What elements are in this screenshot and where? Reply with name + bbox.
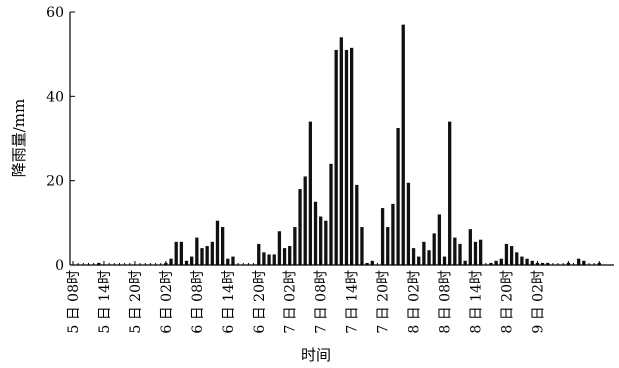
bar — [179, 241, 184, 265]
bar — [355, 184, 359, 265]
bar — [427, 250, 431, 265]
bar — [530, 260, 534, 265]
bar — [494, 260, 498, 265]
bar — [344, 49, 349, 266]
bar — [458, 243, 462, 265]
bar — [220, 227, 225, 265]
x-tick-label: 7 日 14时 — [345, 270, 361, 334]
bar — [313, 201, 318, 265]
bar — [329, 163, 333, 265]
bar — [210, 241, 214, 265]
bar — [282, 248, 287, 265]
bar — [319, 216, 323, 265]
bar — [380, 208, 385, 265]
bar — [386, 227, 390, 265]
x-tick-label: 6 日 02时 — [159, 270, 175, 334]
bar — [478, 239, 483, 265]
bar — [437, 214, 442, 265]
bar — [231, 256, 235, 265]
bar — [442, 256, 447, 265]
bar — [195, 237, 199, 265]
x-tick-label: 5 日 08时 — [66, 270, 82, 334]
bar — [577, 258, 581, 265]
bar — [267, 254, 271, 265]
y-axis-title: 降雨量/mm — [10, 99, 28, 178]
bar — [215, 220, 220, 265]
bar — [370, 260, 374, 265]
bar — [411, 248, 416, 265]
x-axis-title: 时间 — [301, 346, 331, 364]
x-tick-label: 5 日 14时 — [97, 270, 113, 334]
bar — [303, 176, 307, 265]
x-tick-label: 7 日 08时 — [314, 270, 330, 334]
bar — [504, 243, 509, 265]
bar — [169, 258, 173, 265]
bars-group — [97, 24, 601, 266]
bar — [262, 252, 266, 265]
bar — [293, 227, 297, 265]
x-axis-ticks: 5 日 08时 5 日 14时 5 日 20时 6 日 02时 6 日 08时 6 日 1… — [66, 261, 600, 334]
bar — [174, 241, 178, 265]
x-tick-label: 6 日 14时 — [221, 270, 237, 334]
bar — [401, 24, 405, 266]
bar — [200, 248, 204, 265]
bar — [432, 233, 436, 266]
bar — [396, 127, 400, 266]
bar — [499, 258, 503, 265]
bar — [277, 231, 282, 265]
x-tick-label: 8 日 02时 — [407, 270, 423, 334]
x-tick-label: 5 日 20时 — [128, 270, 144, 334]
bar — [473, 241, 478, 265]
bar — [324, 220, 328, 265]
bar — [391, 203, 395, 265]
y-tick-label: 40 — [46, 89, 64, 105]
bar — [422, 241, 426, 265]
x-tick-label: 8 日 14时 — [468, 270, 484, 334]
bar — [205, 246, 209, 265]
bar — [360, 227, 364, 265]
bar — [448, 121, 452, 265]
bar — [272, 254, 276, 265]
bar — [468, 229, 472, 265]
x-tick-label: 7 日 02时 — [283, 270, 299, 334]
bar — [298, 189, 302, 265]
x-tick-label: 9 日 02时 — [530, 270, 546, 334]
x-tick-label: 7 日 20时 — [376, 270, 392, 334]
y-axis-ticks: 0 20 40 60 — [46, 5, 75, 274]
bar — [520, 256, 524, 265]
bar — [288, 246, 292, 265]
bar — [257, 243, 261, 265]
y-tick-label: 0 — [55, 258, 64, 274]
x-tick-label: 6 日 20时 — [252, 270, 268, 334]
bar — [525, 258, 529, 265]
bar — [417, 256, 421, 265]
y-tick-label: 20 — [46, 174, 64, 190]
bar — [406, 182, 411, 265]
x-tick-label: 6 日 08时 — [190, 270, 206, 334]
bar — [349, 47, 354, 266]
bar — [582, 260, 586, 265]
bar — [463, 260, 467, 265]
bar — [515, 252, 519, 265]
bar — [190, 256, 194, 265]
x-tick-label: 8 日 20时 — [499, 270, 515, 334]
bar — [184, 260, 189, 265]
bar — [509, 246, 514, 265]
y-tick-label: 60 — [46, 5, 64, 21]
bar — [308, 121, 313, 265]
bar — [334, 49, 338, 266]
bar — [339, 37, 343, 265]
bar — [453, 237, 457, 265]
x-tick-label: 8 日 08时 — [438, 270, 454, 334]
